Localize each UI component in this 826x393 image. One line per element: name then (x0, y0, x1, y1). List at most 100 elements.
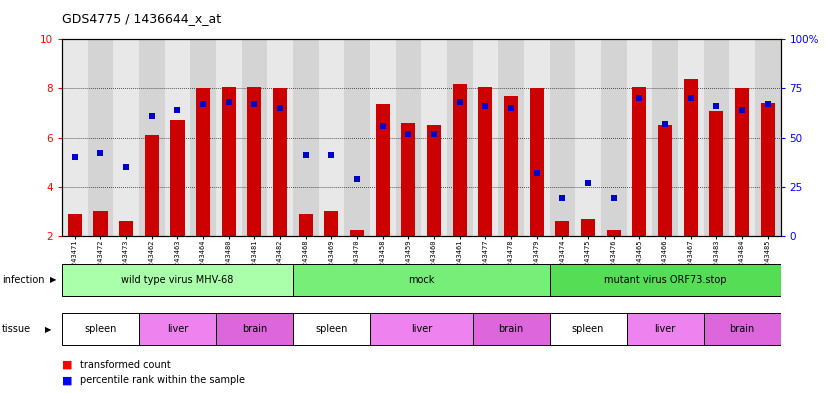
Point (171, 107, 184, 113)
Text: wild type virus MHV-68: wild type virus MHV-68 (121, 275, 234, 285)
Bar (190, 39, 216, 236)
Bar (581, 219, 596, 236)
Bar (376, 105, 390, 236)
Bar (447, 39, 472, 236)
Bar (196, 88, 210, 236)
Text: mutant virus ORF73.stop: mutant virus ORF73.stop (604, 275, 726, 285)
Bar (478, 87, 492, 236)
Bar (575, 39, 601, 236)
Bar (606, 230, 621, 236)
Point (530, 170, 544, 176)
Bar (472, 39, 498, 236)
Bar (633, 87, 647, 236)
Text: mock: mock (408, 275, 434, 285)
Text: ▶: ▶ (45, 325, 52, 334)
Bar (344, 39, 370, 236)
Bar (216, 39, 241, 236)
Bar (549, 39, 575, 236)
Bar (704, 313, 781, 345)
Bar (555, 221, 569, 236)
Bar (627, 39, 653, 236)
Bar (119, 221, 133, 236)
Bar (658, 125, 672, 236)
Bar (735, 88, 749, 236)
Point (684, 95, 697, 101)
Text: spleen: spleen (572, 324, 605, 334)
Point (248, 101, 261, 107)
Bar (221, 87, 236, 236)
Text: spleen: spleen (316, 324, 348, 334)
Bar (453, 84, 467, 236)
Text: ▶: ▶ (50, 275, 56, 285)
Point (197, 101, 210, 107)
Text: tissue: tissue (2, 324, 31, 334)
Point (658, 121, 672, 127)
Bar (529, 88, 544, 236)
Bar (68, 214, 82, 236)
Text: ■: ■ (62, 375, 73, 386)
Bar (549, 313, 627, 345)
Point (633, 95, 646, 101)
Bar (761, 103, 775, 236)
Bar (472, 313, 549, 345)
Point (607, 195, 620, 202)
Point (350, 176, 363, 182)
Bar (170, 120, 184, 236)
Bar (710, 110, 724, 236)
Text: liver: liver (167, 324, 188, 334)
Bar (601, 39, 627, 236)
Bar (139, 39, 164, 236)
Point (582, 180, 595, 186)
Bar (755, 39, 781, 236)
Text: percentile rank within the sample: percentile rank within the sample (80, 375, 245, 386)
Bar (401, 123, 415, 236)
Point (453, 99, 467, 105)
Bar (164, 39, 190, 236)
Bar (704, 39, 729, 236)
Bar (549, 264, 781, 296)
Bar (729, 39, 755, 236)
Point (761, 101, 774, 107)
Point (479, 103, 492, 109)
Bar (370, 39, 396, 236)
Bar (350, 230, 364, 236)
Bar (504, 96, 518, 236)
Bar (268, 39, 293, 236)
Point (505, 105, 518, 111)
Point (376, 123, 389, 129)
Bar (247, 87, 262, 236)
Text: brain: brain (729, 324, 755, 334)
Text: GDS4775 / 1436644_x_at: GDS4775 / 1436644_x_at (62, 12, 221, 25)
Bar (62, 313, 139, 345)
Text: liver: liver (411, 324, 432, 334)
Point (428, 130, 441, 137)
Text: ■: ■ (62, 360, 73, 370)
Bar (293, 264, 549, 296)
Bar (293, 313, 370, 345)
Bar (421, 39, 447, 236)
Bar (370, 313, 472, 345)
Bar (325, 211, 339, 236)
Bar (139, 313, 216, 345)
Point (273, 105, 287, 111)
Text: brain: brain (242, 324, 267, 334)
Bar (113, 39, 139, 236)
Point (710, 103, 723, 109)
Bar (62, 39, 88, 236)
Text: liver: liver (654, 324, 676, 334)
Bar (627, 313, 704, 345)
Bar (93, 211, 107, 236)
Bar (299, 214, 313, 236)
Point (69, 154, 82, 160)
Bar (678, 39, 704, 236)
Point (222, 99, 235, 105)
Point (94, 150, 107, 156)
Bar (427, 125, 441, 236)
Bar (241, 39, 268, 236)
Bar (293, 39, 319, 236)
Point (299, 152, 312, 158)
Point (325, 152, 338, 158)
Bar (273, 88, 287, 236)
Bar (216, 313, 293, 345)
Bar (88, 39, 113, 236)
